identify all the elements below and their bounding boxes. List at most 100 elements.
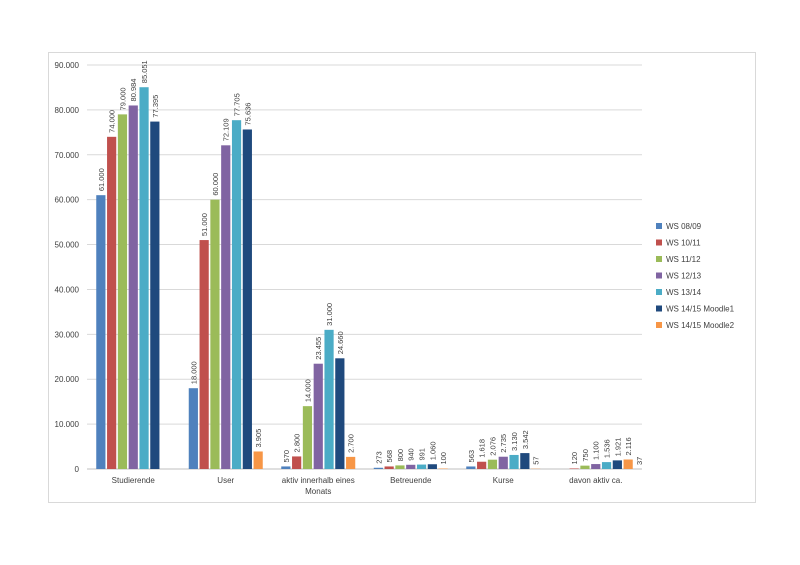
- data-label: 23.455: [314, 337, 323, 360]
- legend-label: WS 14/15 Moodle2: [666, 321, 735, 330]
- y-tick-label: 90.000: [55, 61, 80, 70]
- x-category-label: User: [217, 476, 234, 485]
- bar: [281, 466, 291, 469]
- x-category-line: User: [217, 476, 234, 485]
- bar: [466, 466, 476, 469]
- bar: [498, 456, 508, 469]
- data-label: 570: [282, 450, 291, 463]
- data-label: 75.636: [243, 103, 252, 126]
- data-label: 60.000: [211, 173, 220, 196]
- y-tick-label: 50.000: [55, 241, 80, 250]
- bar: [373, 467, 383, 469]
- data-label: 3.542: [521, 430, 530, 449]
- data-label: 77.705: [233, 93, 242, 116]
- bar: [324, 329, 334, 469]
- legend-label: WS 14/15 Moodle1: [666, 305, 735, 314]
- bar: [601, 462, 612, 469]
- data-label: 2.800: [293, 434, 302, 453]
- bar: [509, 454, 519, 469]
- y-tick-label: 30.000: [55, 330, 80, 339]
- data-label: 800: [396, 449, 405, 462]
- bar: [427, 464, 437, 469]
- bar: [335, 358, 345, 469]
- data-label: 74.000: [108, 110, 117, 133]
- data-label: 1.921: [613, 438, 622, 457]
- data-label: 1.100: [592, 441, 601, 460]
- data-label: 1.618: [478, 439, 487, 458]
- data-label: 31.000: [325, 303, 334, 326]
- bar: [384, 466, 394, 469]
- x-category-line: Betreuende: [390, 476, 432, 485]
- data-label: 61.000: [97, 168, 106, 191]
- bar: [520, 453, 530, 469]
- bar: [346, 456, 356, 469]
- legend-swatch: [656, 256, 662, 262]
- bar: [199, 240, 209, 469]
- data-label: 51.000: [200, 213, 209, 236]
- data-label: 14.000: [303, 379, 312, 402]
- x-category-line: aktiv innerhalb eines: [282, 476, 355, 485]
- legend-swatch: [656, 305, 662, 312]
- bar: [477, 461, 487, 469]
- data-label: 3.130: [510, 432, 519, 451]
- data-label: 85.051: [140, 60, 149, 83]
- y-tick-label: 40.000: [55, 285, 80, 294]
- y-tick-label: 60.000: [55, 196, 80, 205]
- y-tick-label: 0: [75, 465, 80, 474]
- bar: [406, 464, 416, 469]
- bar: [313, 363, 323, 469]
- data-label: 2.735: [499, 434, 508, 453]
- legend-swatch: [656, 289, 662, 295]
- data-label: 120: [570, 452, 579, 465]
- bar: [221, 145, 231, 469]
- data-label: 79.000: [118, 87, 127, 110]
- y-tick-label: 20.000: [55, 375, 80, 384]
- data-label: 273: [374, 451, 383, 464]
- data-label: 1.536: [603, 439, 612, 458]
- data-label: 37: [635, 457, 644, 465]
- bar: [580, 465, 590, 469]
- data-label: 750: [581, 449, 590, 462]
- x-category-label: Studierende: [112, 476, 156, 485]
- data-label: 563: [467, 450, 476, 463]
- data-label: 24.660: [336, 331, 345, 354]
- bar: [292, 456, 302, 469]
- x-category-label: davon aktiv ca.: [569, 476, 622, 485]
- legend-swatch: [656, 272, 662, 279]
- bar: [416, 464, 427, 469]
- legend: WS 08/09 WS 10/11 WS 11/12 WS 12/13 WS 13/14…: [656, 222, 735, 330]
- data-label: 57: [532, 456, 541, 464]
- bars: [96, 87, 633, 470]
- data-label: 940: [407, 448, 416, 461]
- data-label: 2.076: [488, 437, 497, 456]
- legend-label: WS 10/11: [666, 239, 701, 248]
- data-label: 991: [418, 448, 427, 461]
- bar: [242, 129, 252, 469]
- bar: [623, 459, 633, 469]
- bar: [253, 451, 263, 469]
- grouped-bar-chart: 0 10.000 20.000 30.000 40.000 50.000 60.000 70.…: [55, 60, 735, 496]
- legend-label: WS 12/13: [666, 272, 702, 281]
- legend-label: WS 08/09: [666, 222, 702, 231]
- data-label: 80.984: [129, 79, 138, 102]
- bar: [302, 406, 313, 469]
- x-category-label: Betreuende: [390, 476, 432, 485]
- data-label: 2.116: [624, 437, 633, 455]
- x-axis-categories: Studierende User aktiv innerhalb eines Mona…: [112, 476, 623, 496]
- x-category-line: davon aktiv ca.: [569, 476, 622, 485]
- data-label: 3.905: [254, 429, 263, 448]
- bar: [107, 136, 117, 470]
- y-tick-label: 10.000: [55, 420, 80, 429]
- gridlines: [87, 64, 642, 470]
- x-category-label: aktiv innerhalb eines Monats: [282, 476, 355, 496]
- bar: [395, 465, 405, 469]
- legend-swatch: [656, 239, 662, 246]
- data-label: 568: [385, 450, 394, 463]
- bar: [231, 120, 242, 469]
- bar: [591, 464, 601, 469]
- legend-label: WS 11/12: [666, 255, 701, 264]
- bar: [210, 199, 220, 469]
- x-category-label: Kurse: [493, 476, 514, 485]
- x-category-line: Monats: [305, 487, 331, 496]
